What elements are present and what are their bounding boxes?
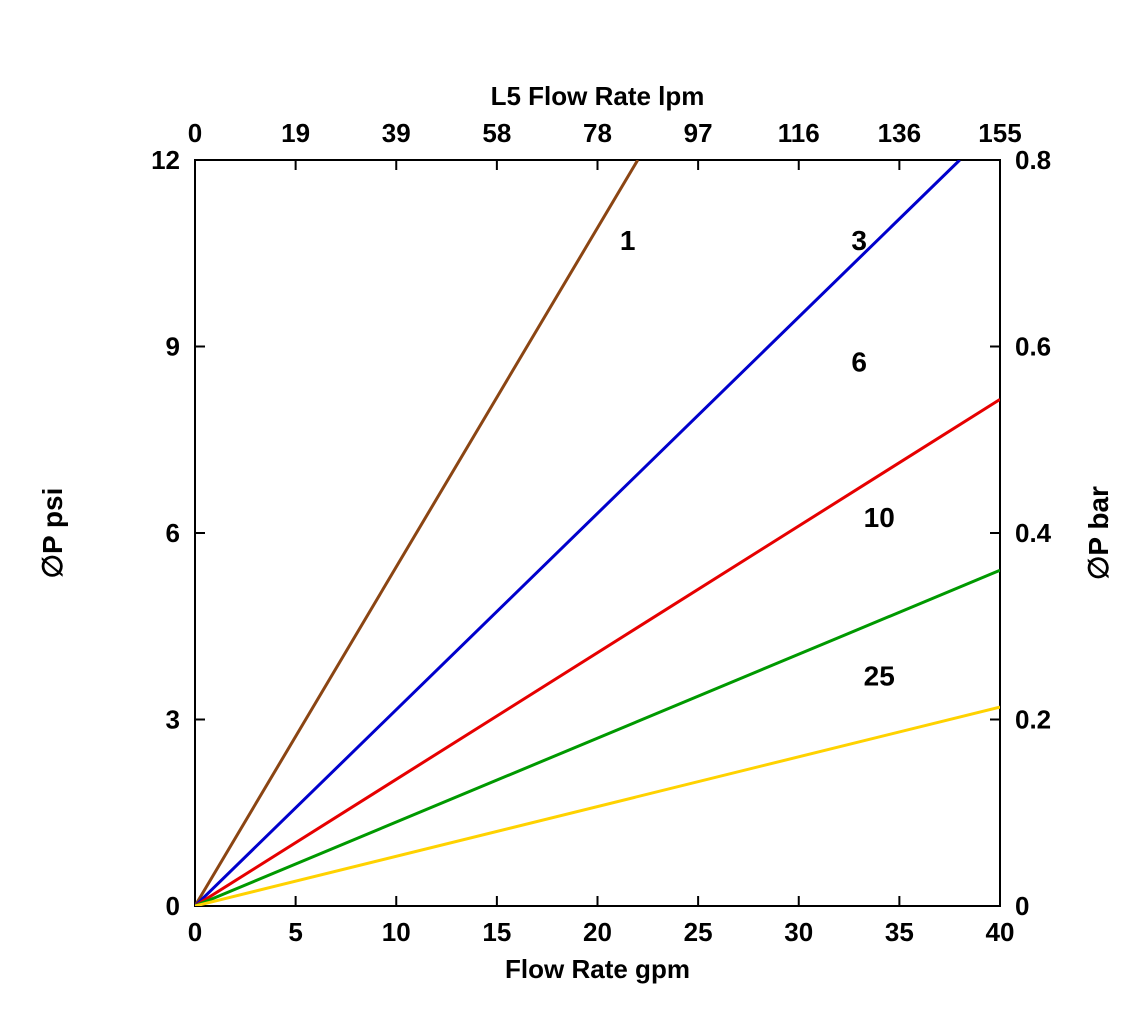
- y-left-tick-label: 9: [166, 332, 180, 362]
- series-label-1: 1: [620, 225, 636, 256]
- x-tick-label: 5: [288, 917, 302, 947]
- x-tick-label: 10: [382, 917, 411, 947]
- x-top-tick-label: 58: [482, 118, 511, 148]
- x-top-tick-label: 39: [382, 118, 411, 148]
- x-tick-label: 30: [784, 917, 813, 947]
- x-top-tick-label: 155: [978, 118, 1021, 148]
- y-axis-title-right: ∅P bar: [1083, 486, 1114, 580]
- x-top-tick-label: 116: [778, 118, 820, 148]
- x-tick-label: 15: [482, 917, 511, 947]
- x-top-tick-label: 97: [684, 118, 713, 148]
- x-top-tick-label: 136: [878, 118, 921, 148]
- y-axis-title-left: ∅P psi: [37, 488, 68, 579]
- plot-area: [195, 160, 1000, 906]
- series-label-3: 3: [851, 225, 867, 256]
- x-axis-title-bottom: Flow Rate gpm: [505, 954, 690, 984]
- chart-container: 0510152025303540Flow Rate gpm01939587897…: [0, 0, 1144, 1022]
- series-label-10: 10: [864, 502, 895, 533]
- x-top-tick-label: 78: [583, 118, 612, 148]
- x-tick-label: 20: [583, 917, 612, 947]
- series-label-25: 25: [864, 660, 895, 691]
- y-left-tick-label: 0: [166, 891, 180, 921]
- y-right-tick-label: 0: [1015, 891, 1029, 921]
- x-top-tick-label: 0: [188, 118, 202, 148]
- flow-rate-chart: 0510152025303540Flow Rate gpm01939587897…: [0, 0, 1144, 1022]
- series-label-6: 6: [851, 346, 867, 377]
- y-left-tick-label: 3: [166, 705, 180, 735]
- x-tick-label: 35: [885, 917, 914, 947]
- x-top-tick-label: 19: [281, 118, 310, 148]
- y-right-tick-label: 0.4: [1015, 518, 1052, 548]
- y-left-tick-label: 6: [166, 518, 180, 548]
- x-tick-label: 25: [684, 917, 713, 947]
- y-right-tick-label: 0.8: [1015, 145, 1051, 175]
- y-right-tick-label: 0.6: [1015, 332, 1051, 362]
- x-tick-label: 0: [188, 917, 202, 947]
- x-tick-label: 40: [986, 917, 1015, 947]
- y-right-tick-label: 0.2: [1015, 705, 1051, 735]
- x-axis-title-top: L5 Flow Rate lpm: [491, 81, 705, 111]
- y-left-tick-label: 12: [151, 145, 180, 175]
